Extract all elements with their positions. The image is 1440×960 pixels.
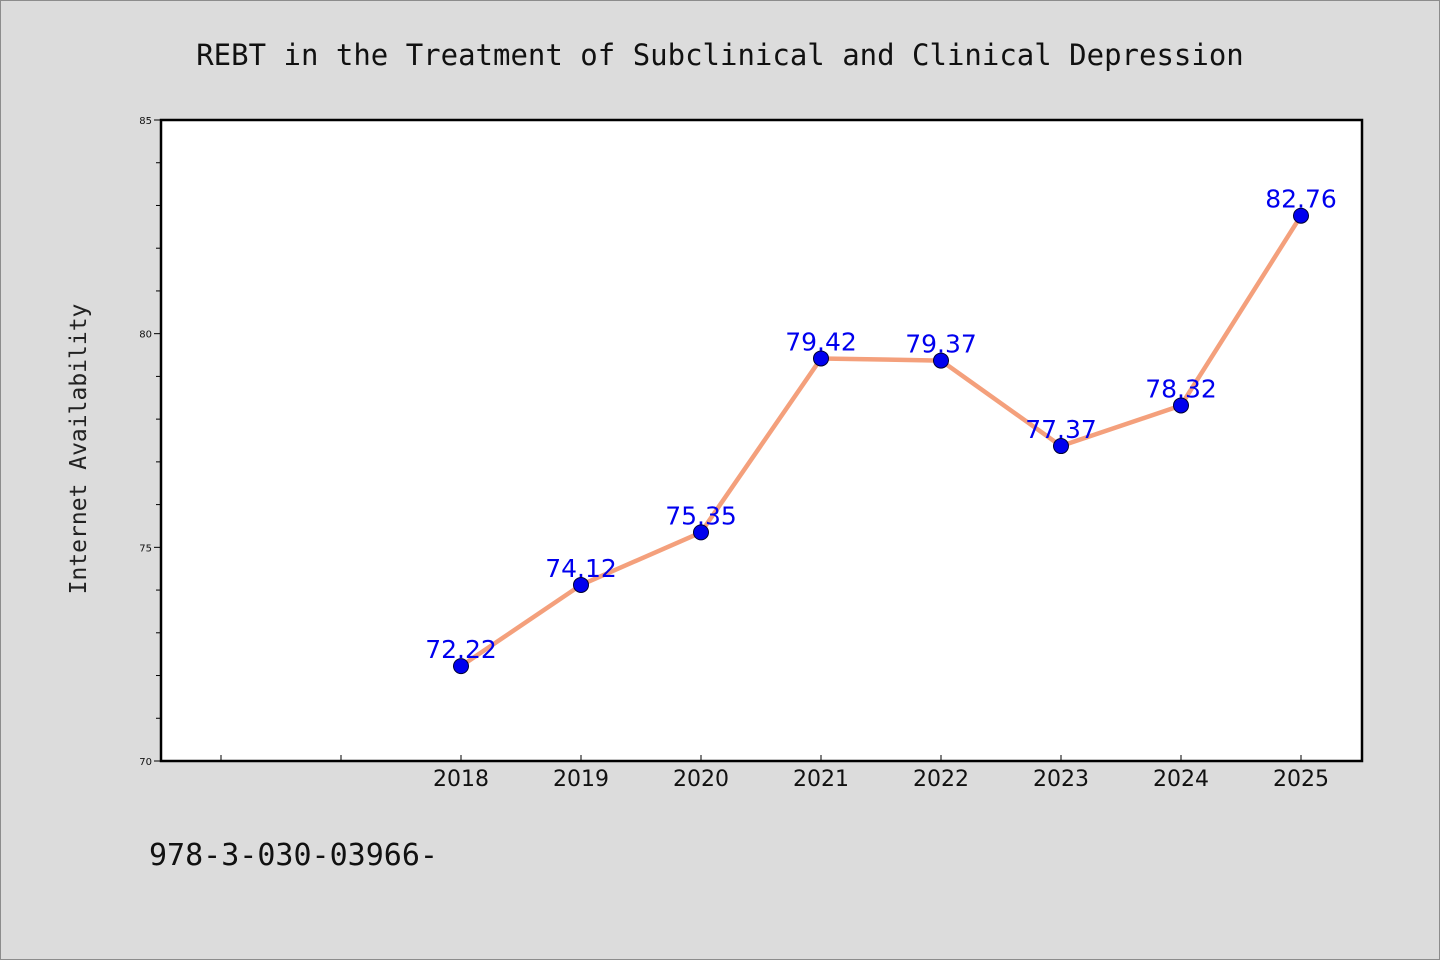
y-tick-label: 75 [139,543,152,554]
x-tick-label: 2025 [1273,767,1329,792]
data-label: 78.32 [1145,374,1217,403]
data-label: 75.35 [665,501,737,530]
series-line-group [458,213,1304,669]
data-label: 74.12 [545,554,617,583]
y-tick-label: 85 [139,116,152,127]
data-point [453,658,469,675]
data-point [1053,438,1069,455]
series-markers [453,207,1309,675]
x-tick-label: 2020 [673,767,729,792]
data-point [573,576,589,593]
data-label: 77.37 [1025,415,1097,444]
plot-border [159,118,1364,763]
data-labels: 72.22 74.12 75.35 79.42 79.37 77.37 78.32 82.76 [425,185,1337,664]
series-line [458,213,1304,669]
data-point [813,350,829,367]
y-axis-label: Internet Availability [66,304,92,595]
y-tick-label: 80 [139,330,152,341]
x-tick-label: 2022 [913,767,969,792]
x-tick-label: 2024 [1153,767,1209,792]
data-label: 79.37 [905,330,977,359]
data-label: 72.22 [425,635,497,664]
data-point [1293,207,1309,224]
y-axis-ticks: 70 75 80 85 [139,116,161,768]
x-tick-label: 2019 [553,767,609,792]
x-tick-label: 2018 [433,767,489,792]
chart-title: REBT in the Treatment of Subclinical and… [196,38,1244,72]
data-label: 79.42 [785,327,857,356]
plot-area [161,120,1362,761]
x-tick-label: 2021 [793,767,849,792]
x-tick-label: 2023 [1033,767,1089,792]
y-tick-label: 70 [139,757,152,768]
data-label: 82.76 [1265,185,1337,214]
x-axis-ticks: 2018 2019 2020 2021 2022 2023 2024 2025 [220,755,1329,792]
data-point [933,352,949,369]
data-point [1173,397,1189,414]
footer-isbn: 978-3-030-03966- [149,838,438,873]
data-point [693,524,709,541]
